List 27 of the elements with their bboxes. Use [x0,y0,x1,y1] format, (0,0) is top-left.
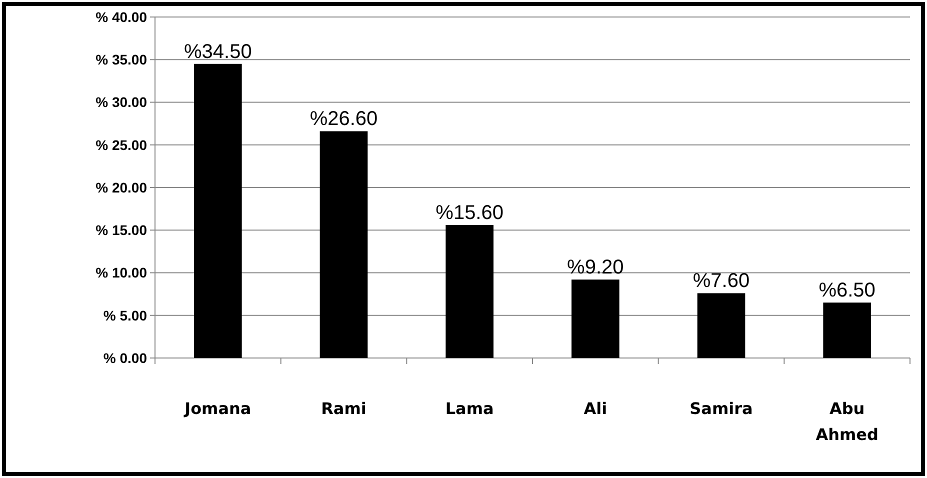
y-tick-label: % 0.00 [103,350,148,366]
y-tick-label: % 10.00 [96,264,148,281]
x-tick-label: Samira [690,399,753,418]
bar [572,280,620,358]
y-tick-label: % 40.00 [96,8,148,25]
y-tick-label: % 5.00 [103,307,148,324]
y-tick-label: % 25.00 [96,136,148,153]
y-tick-label: % 35.00 [96,52,148,68]
bar [320,131,368,358]
bar [446,225,494,358]
data-label: %15.60 [436,202,504,224]
y-tick-label: % 15.00 [96,222,148,238]
x-tick-label: Lama [445,399,494,418]
data-label: %26.60 [310,108,378,130]
bar [194,64,242,358]
data-label: %7.60 [692,270,750,292]
x-tick-label: Rami [321,399,366,418]
bar [697,293,746,358]
y-tick-label: % 20.00 [96,179,148,196]
bar [823,302,871,358]
x-tick-label: Abu Ahmed [816,399,878,444]
x-tick-label: Jomana [184,399,252,418]
y-tick-label: % 30.00 [96,94,148,110]
data-label: %9.20 [567,256,624,279]
x-tick-label: Ali [584,399,608,418]
data-label: %6.50 [818,280,876,302]
data-label: %34.50 [184,40,252,63]
